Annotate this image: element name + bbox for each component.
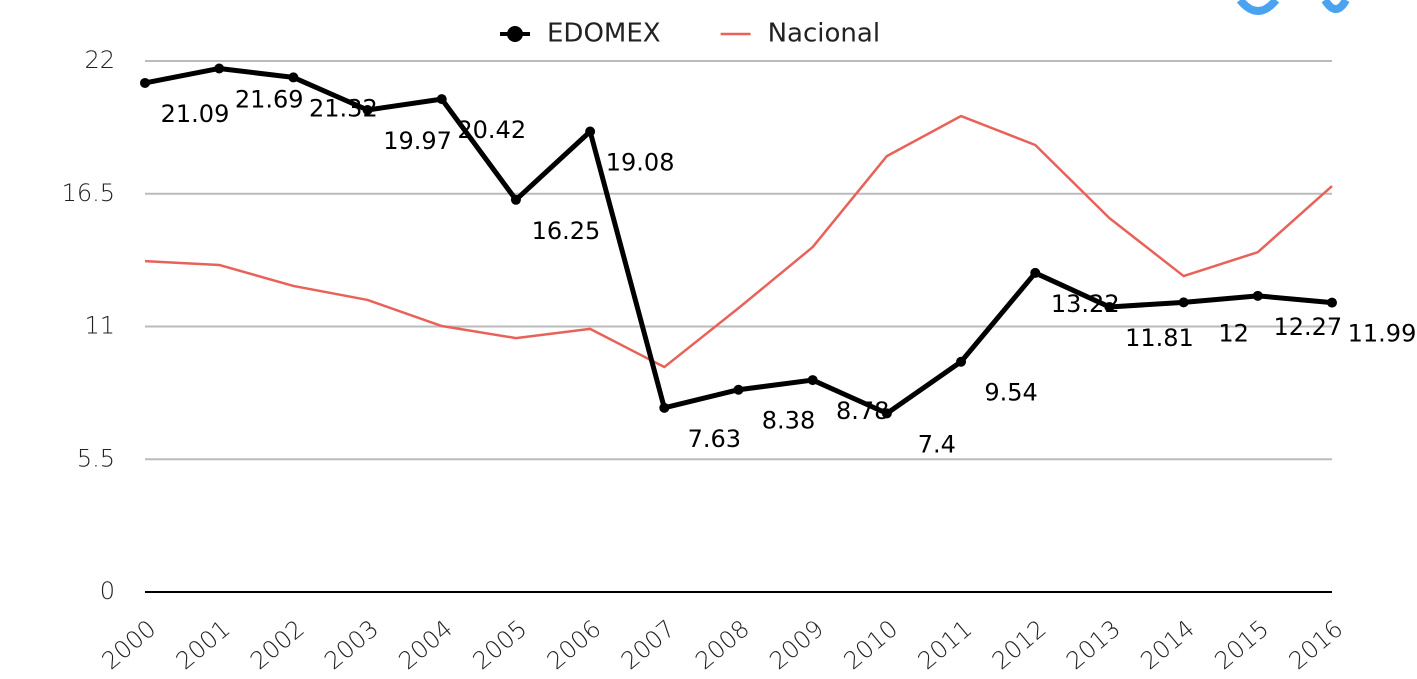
x-tick-label: 2016 <box>1284 615 1349 675</box>
point <box>1178 297 1189 308</box>
data-label: 11.99 <box>1348 320 1417 348</box>
x-tick-label: 2007 <box>616 615 681 675</box>
data-label: 20.42 <box>457 116 526 144</box>
point <box>585 126 596 137</box>
data-label: 8.38 <box>762 407 815 435</box>
y-tick-label: 22 <box>84 46 115 74</box>
x-tick-label: 2009 <box>764 615 829 675</box>
point <box>1252 290 1263 301</box>
data-label: 12.27 <box>1273 313 1342 341</box>
data-label: 16.25 <box>532 217 601 245</box>
point <box>436 94 447 105</box>
data-label: 7.4 <box>918 430 956 458</box>
point <box>807 375 818 386</box>
data-label: 7.63 <box>688 425 741 453</box>
data-label: 19.08 <box>606 148 675 176</box>
point <box>733 384 744 395</box>
point <box>214 63 225 74</box>
data-label: 12 <box>1218 319 1249 347</box>
y-tick-label: 0 <box>100 577 115 605</box>
y-tick-label: 5.5 <box>77 444 115 472</box>
data-label: 21.69 <box>235 85 304 113</box>
x-tick-label: 2002 <box>245 615 310 675</box>
x-tick-label: 2010 <box>838 615 903 675</box>
x-tick-label: 2014 <box>1135 615 1200 675</box>
x-tick-label: 2008 <box>690 615 755 675</box>
y-tick-label: 11 <box>84 312 115 340</box>
data-label: 9.54 <box>984 379 1037 407</box>
y-tick-label: 16.5 <box>62 179 115 207</box>
data-label: 19.97 <box>383 127 452 155</box>
point <box>659 402 670 413</box>
data-label: 21.09 <box>161 100 230 128</box>
x-tick-label: 2003 <box>319 615 384 675</box>
decoration <box>1236 0 1280 15</box>
x-tick-label: 2012 <box>987 615 1052 675</box>
data-label: 11.81 <box>1125 324 1194 352</box>
point <box>881 408 892 419</box>
x-tick-label: 2004 <box>393 615 458 675</box>
legend-marker <box>507 26 523 42</box>
data-label: 8.78 <box>836 397 889 425</box>
point <box>140 77 150 88</box>
legend-label: EDOMEX <box>547 19 661 49</box>
x-tick-label: 2006 <box>542 615 607 675</box>
point <box>510 194 521 205</box>
decoration <box>1321 0 1350 13</box>
series-line <box>144 114 1333 369</box>
point <box>1104 301 1115 312</box>
x-tick-label: 2015 <box>1209 615 1274 675</box>
x-tick-label: 2001 <box>171 615 236 675</box>
x-tick-label: 2011 <box>913 615 978 675</box>
point <box>1327 297 1337 308</box>
point <box>288 72 299 83</box>
legend-label: Nacional <box>768 19 880 49</box>
x-tick-label: 2000 <box>97 615 162 675</box>
point <box>956 356 967 367</box>
x-tick-label: 2005 <box>468 615 533 675</box>
x-tick-label: 2013 <box>1061 615 1126 675</box>
point <box>362 104 373 115</box>
point <box>1030 267 1041 278</box>
